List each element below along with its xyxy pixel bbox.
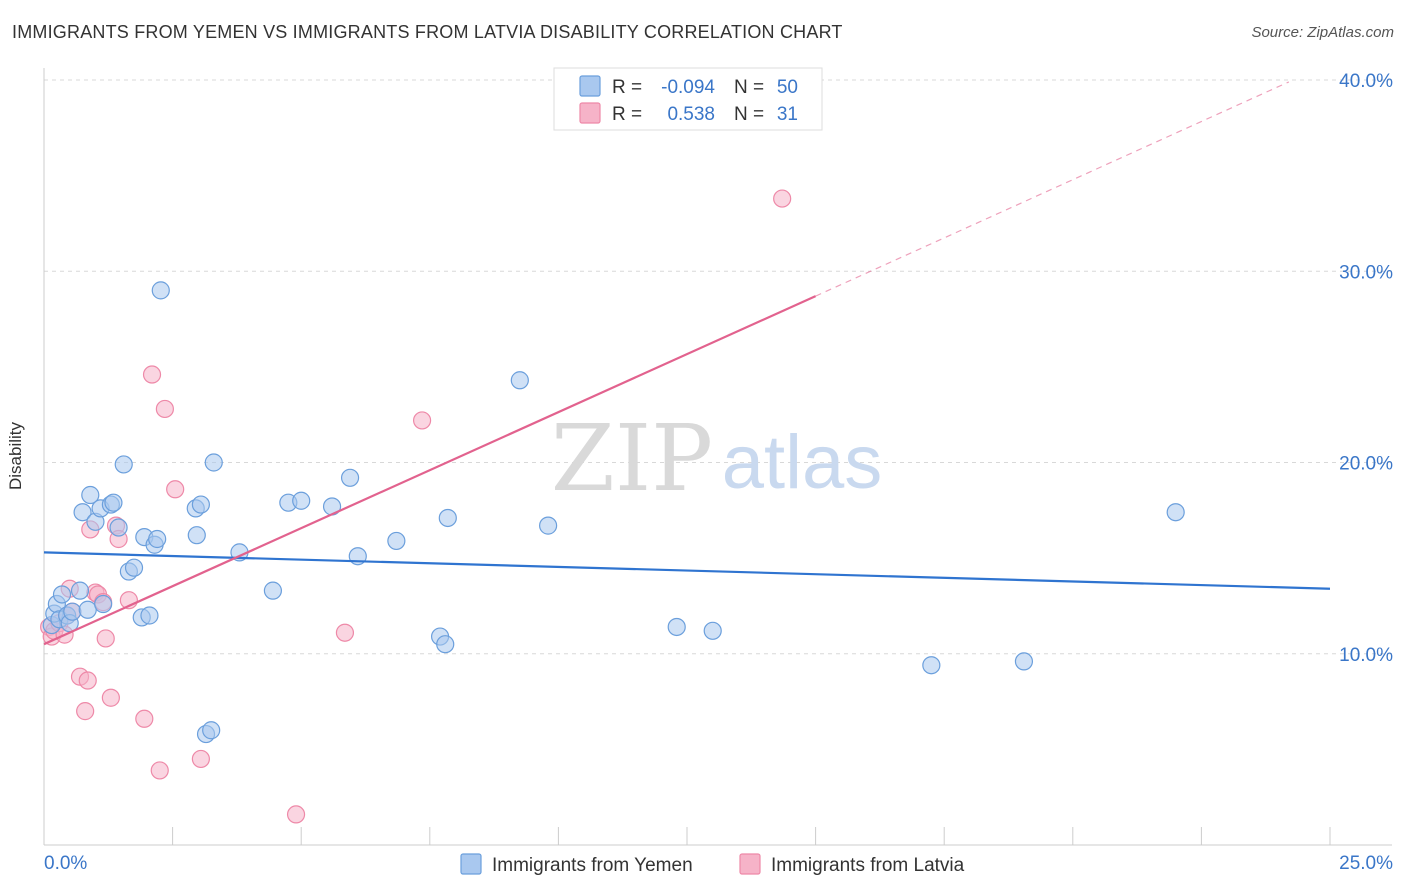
- yemen-point: [114, 455, 133, 474]
- watermark-zip: ZIP: [551, 405, 713, 512]
- latvia-point: [191, 749, 210, 769]
- yemen-point: [148, 529, 167, 549]
- yemen-point: [510, 371, 529, 390]
- legend-n-label: N =: [734, 77, 764, 98]
- legend-r-value: -0.094: [661, 77, 715, 98]
- y-tick-label: 40.0%: [1339, 71, 1393, 92]
- legend-swatch-blue: [579, 75, 601, 97]
- yemen-point: [202, 721, 221, 740]
- latvia-point: [155, 399, 174, 419]
- yemen-point: [292, 491, 311, 510]
- yemen-point: [703, 621, 722, 640]
- yemen-point: [52, 585, 72, 604]
- latvia-point: [286, 805, 306, 824]
- yemen-point: [151, 281, 170, 300]
- legend-r-label: R =: [612, 104, 642, 125]
- x-tick-label: 25.0%: [1339, 853, 1393, 874]
- yemen-point: [922, 656, 941, 675]
- watermark: ZIP atlas: [551, 405, 882, 512]
- legend-r-label: R =: [612, 77, 642, 98]
- yemen-point: [187, 526, 206, 545]
- legend-series-label: Immigrants from Yemen: [492, 855, 693, 876]
- y-tick-label: 20.0%: [1339, 454, 1393, 475]
- yemen-point: [191, 495, 210, 514]
- latvia-point: [135, 709, 154, 728]
- legend-swatch-blue: [460, 853, 482, 875]
- yemen-point: [539, 516, 558, 535]
- latvia-point: [150, 761, 169, 780]
- tick-labels: 10.0% 20.0% 30.0% 40.0% 0.0% 25.0%: [44, 71, 1393, 874]
- latvia-trend-extension: [815, 81, 1290, 297]
- yemen-point: [70, 581, 90, 600]
- gridlines: [44, 79, 1392, 655]
- yemen-point: [124, 558, 144, 577]
- yemen-point: [667, 617, 686, 637]
- yemen-point: [73, 503, 92, 522]
- latvia-trend-line: [43, 295, 817, 646]
- latvia-point: [96, 629, 115, 648]
- latvia-point: [773, 189, 792, 208]
- x-tick-label: 0.0%: [44, 853, 87, 874]
- watermark-atlas: atlas: [722, 420, 883, 505]
- latvia-point: [335, 623, 355, 642]
- latvia-point: [166, 480, 185, 499]
- yemen-point: [436, 635, 455, 654]
- yemen-trend-line: [43, 551, 1331, 590]
- yemen-point: [63, 602, 82, 621]
- yemen-point: [340, 468, 360, 487]
- yemen-point: [78, 600, 97, 619]
- chart-title: IMMIGRANTS FROM YEMEN VS IMMIGRANTS FROM…: [12, 22, 843, 42]
- yemen-point: [81, 485, 100, 505]
- stats-legend: R = -0.094 N = 50 R = 0.538 N = 31: [553, 67, 823, 131]
- legend-n-value: 31: [777, 104, 798, 125]
- axes: [43, 68, 1392, 846]
- series-legend: Immigrants from Yemen Immigrants from La…: [460, 853, 965, 876]
- yemen-point: [104, 493, 123, 512]
- legend-n-value: 50: [777, 77, 798, 98]
- yemen-point: [94, 594, 113, 614]
- yemen-point: [204, 453, 223, 472]
- legend-series-label: Immigrants from Latvia: [771, 855, 965, 876]
- latvia-point: [101, 688, 120, 707]
- legend-n-label: N =: [734, 104, 764, 125]
- y-tick-label: 30.0%: [1339, 262, 1393, 283]
- latvia-point: [78, 671, 97, 690]
- yemen-point: [387, 531, 406, 551]
- yemen-point: [438, 508, 457, 528]
- latvia-point: [76, 702, 95, 721]
- legend-swatch-pink: [579, 102, 601, 124]
- trend-lines: [43, 81, 1331, 646]
- yemen-point: [1166, 503, 1185, 522]
- yemen-point: [1014, 652, 1034, 671]
- yemen-point: [263, 581, 283, 600]
- latvia-point: [412, 411, 432, 430]
- legend-r-value: 0.538: [667, 104, 715, 125]
- yemen-point: [109, 518, 128, 537]
- y-tick-label: 10.0%: [1339, 645, 1393, 666]
- data-points: [40, 189, 1185, 824]
- yemen-point: [140, 606, 159, 625]
- legend-swatch-pink: [739, 853, 761, 875]
- latvia-point: [142, 365, 162, 384]
- source-label: Source: ZipAtlas.com: [1251, 24, 1394, 41]
